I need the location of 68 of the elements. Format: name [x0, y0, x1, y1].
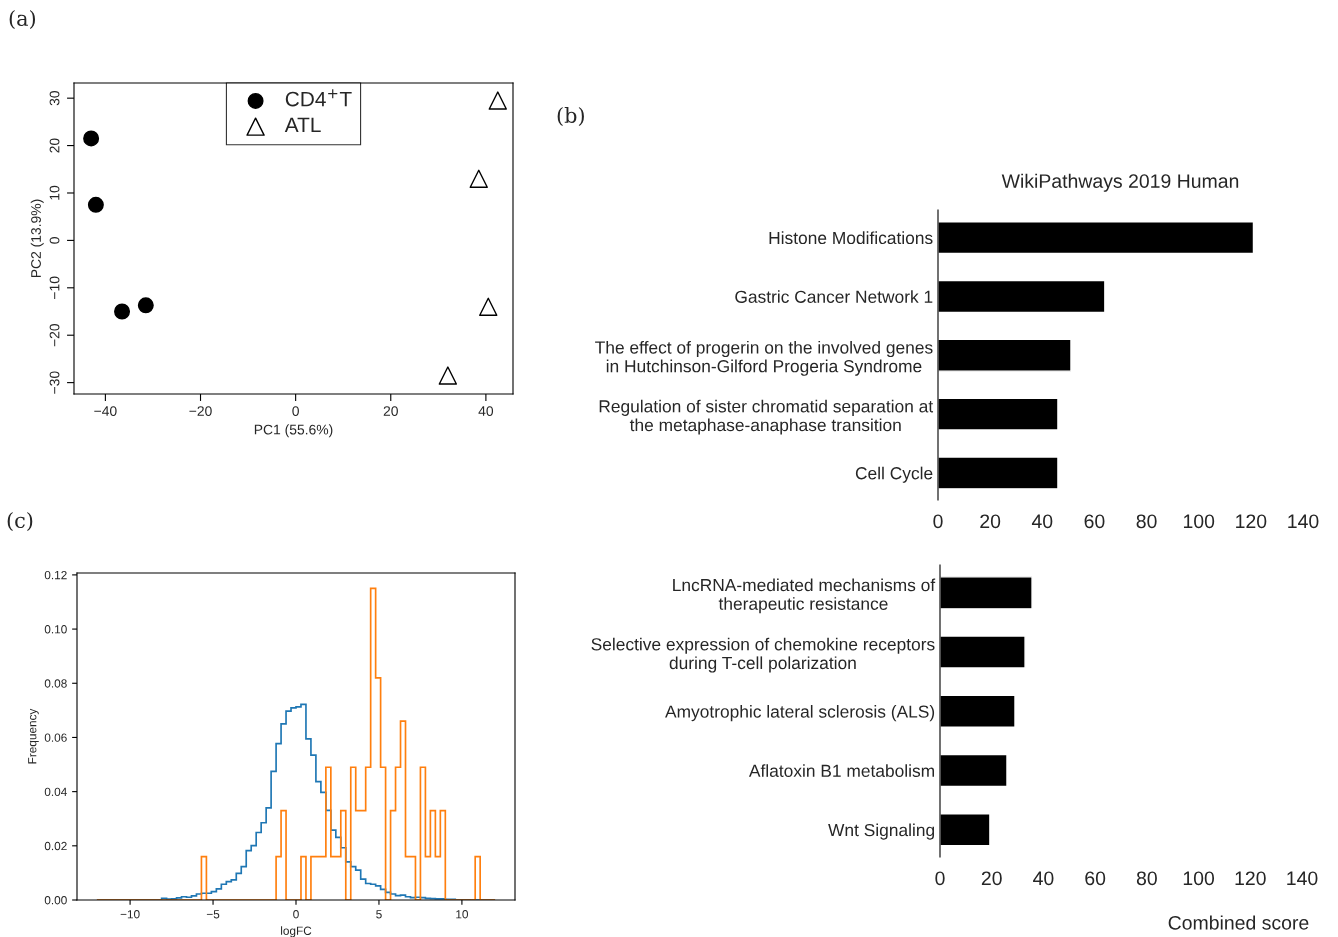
- y-tick-label: 20: [49, 138, 60, 153]
- y-axis-title: PC2 (13.9%): [30, 199, 44, 278]
- y-tick-label: Wnt Signaling: [828, 823, 935, 840]
- x-tick-label: 40: [1031, 514, 1053, 529]
- y-tick-label: Cell Cycle: [855, 466, 933, 483]
- y-tick-label: −20: [49, 323, 60, 347]
- x-tick-label: 40: [1033, 871, 1054, 886]
- point: [87, 196, 104, 213]
- point: [488, 91, 507, 110]
- y-tick-label: Aflatoxin B1 metabolism: [748, 764, 934, 777]
- x-tick-label: −20: [189, 406, 212, 417]
- x-tick-label: 80: [1136, 871, 1157, 886]
- x-tick-label: 100: [1183, 514, 1215, 529]
- x-tick-label: 5: [376, 910, 382, 919]
- y-tick-label: −10: [49, 276, 60, 299]
- point: [114, 303, 131, 320]
- x-tick-label: 60: [1085, 871, 1106, 886]
- point: [83, 130, 100, 147]
- x-tick-label: 0: [293, 910, 299, 919]
- legend-label: ATL: [284, 117, 321, 133]
- y-tick-label: Histone Modifications: [769, 231, 933, 245]
- x-tick-label: 10: [456, 910, 469, 919]
- x-tick-label: 0: [935, 871, 945, 886]
- y-tick-label: 0.02: [44, 841, 67, 851]
- y-tick-label: −30: [49, 371, 60, 394]
- x-tick-label: 100: [1183, 871, 1215, 886]
- legend-label: CD4$^{+}$T: [285, 89, 352, 107]
- y-tick-label: Amyotrophic lateral sclerosis (ALS): [665, 705, 935, 722]
- point: [479, 297, 498, 316]
- chart-title: WikiPathways 2019 Human: [1001, 173, 1239, 192]
- y-tick-label: The effect of progerin on the involved genes in Hutchinson-Gilford Progeria Syndrome: [595, 340, 933, 376]
- x-tick-label: 40: [478, 406, 494, 417]
- y-tick-label: Selective expression of chemokine receptors during T-cell polarization: [591, 637, 935, 673]
- x-tick-label: 60: [1084, 514, 1105, 529]
- y-tick-label: 0.08: [44, 679, 67, 688]
- text: (c): [7, 511, 33, 531]
- point: [137, 297, 154, 314]
- y-tick-label: 0.04: [44, 787, 67, 797]
- x-tick-label: 140: [1287, 871, 1318, 886]
- y-tick-label: LncRNA-mediated mechanisms of therapeutic resistance: [673, 578, 936, 614]
- x-tick-label: 20: [981, 871, 1002, 886]
- y-tick-label: 0.06: [44, 733, 67, 742]
- x-tick-label: 20: [980, 514, 1001, 529]
- y-tick-label: 0.12: [44, 570, 67, 580]
- x-tick-label: 20: [383, 406, 398, 417]
- y-tick-label: 0: [49, 237, 60, 244]
- x-axis-title: logFC: [281, 926, 312, 937]
- x-axis-title: Combined score: [1168, 915, 1309, 930]
- x-axis-title: PC1 (55.6%): [254, 424, 333, 438]
- x-tick-label: 0: [292, 406, 299, 417]
- y-tick-label: 10: [49, 185, 60, 200]
- y-tick-label: Gastric Cancer Network 1: [735, 290, 933, 303]
- y-tick-label: 0.10: [44, 625, 67, 634]
- x-tick-label: −40: [94, 406, 117, 417]
- x-tick-label: −10: [120, 910, 140, 919]
- x-tick-label: −5: [206, 910, 220, 919]
- x-tick-label: 120: [1236, 514, 1267, 529]
- x-tick-label: 80: [1136, 514, 1157, 529]
- x-tick-label: 120: [1235, 871, 1266, 886]
- text: (a): [9, 9, 36, 29]
- point: [438, 366, 458, 385]
- point: [469, 169, 488, 188]
- y-axis-title: Frequency: [28, 708, 39, 764]
- y-tick-label: 0.00: [44, 896, 67, 905]
- y-tick-label: 30: [49, 90, 60, 106]
- y-tick-label: Regulation of sister chromatid separation at the metaphase-anaphase transition: [599, 399, 934, 435]
- text: (b): [557, 106, 584, 126]
- x-tick-label: 140: [1288, 514, 1319, 529]
